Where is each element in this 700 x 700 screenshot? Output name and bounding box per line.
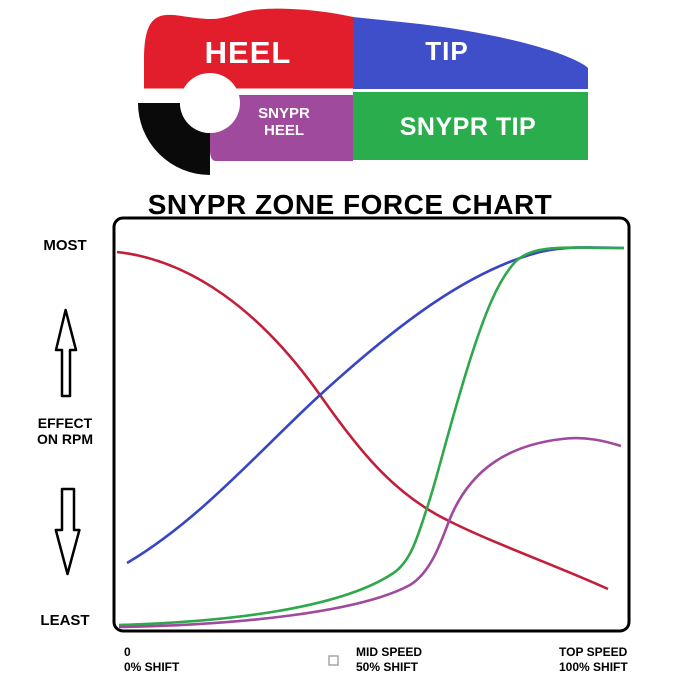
svg-text:MID SPEED: MID SPEED	[356, 645, 422, 659]
svg-text:LEAST: LEAST	[40, 612, 89, 629]
svg-text:EFFECT: EFFECT	[38, 415, 93, 431]
svg-text:100% SHIFT: 100% SHIFT	[559, 660, 628, 674]
svg-text:0: 0	[124, 645, 131, 659]
svg-text:TOP SPEED: TOP SPEED	[559, 645, 628, 659]
svg-text:MOST: MOST	[43, 237, 86, 254]
svg-text:50% SHIFT: 50% SHIFT	[356, 660, 419, 674]
svg-text:0% SHIFT: 0% SHIFT	[124, 660, 180, 674]
svg-text:ON RPM: ON RPM	[37, 431, 93, 447]
